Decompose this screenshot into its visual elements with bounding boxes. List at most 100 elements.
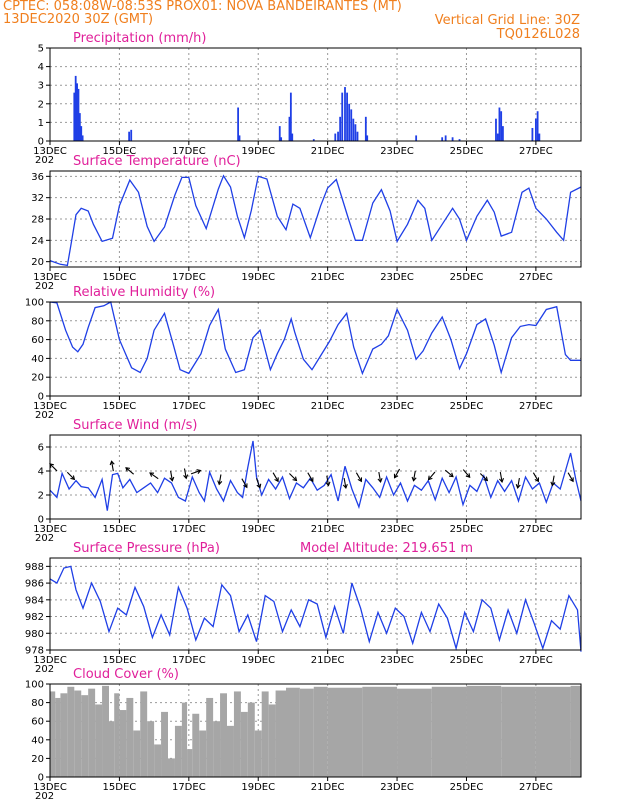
wind-arrow-head <box>70 475 76 481</box>
x-tick-label: 21DEC <box>311 272 345 283</box>
cloud-title: Cloud Cover (%) <box>73 667 179 682</box>
wind-arrow-head <box>292 476 298 482</box>
temp-title: Surface Temperature (nC) <box>73 154 241 169</box>
x-tick-label: 15DEC <box>103 524 137 535</box>
cloud-bar <box>431 686 467 777</box>
precip-bar <box>128 131 131 141</box>
x-tick-label: 19DEC <box>241 524 275 535</box>
x-tick-label: 13DEC <box>33 401 67 412</box>
panel-pres: 978 980 982 984 986 988 13DEC 15DEC 17DEC 19DEC 21… <box>25 541 582 675</box>
cloud-bar <box>213 721 221 777</box>
wind-arrow-head <box>534 477 540 483</box>
year-label: 202 <box>35 410 54 421</box>
wind-arrow-head <box>515 484 521 489</box>
wind-arrow-head <box>169 476 175 482</box>
x-tick-label: 23DEC <box>380 655 414 666</box>
wind-arrow-shaft <box>125 467 135 475</box>
wind-arrow-head <box>149 472 155 477</box>
x-tick-label: 17DEC <box>172 655 206 666</box>
wind-arrow-shaft <box>66 471 75 480</box>
cloud-bar <box>299 688 314 777</box>
cloud-bar <box>181 702 188 777</box>
precip-bar <box>441 137 444 141</box>
cloud-bar <box>133 730 141 777</box>
panel-wind: 0 2 4 6 13DEC 15DEC 17DEC 19DEC 21DEC 23DEC 25DEC 2… <box>33 418 582 544</box>
wind-arrow-shaft <box>343 477 347 489</box>
y-tick-label: 980 <box>25 629 44 640</box>
wind-arrow-shaft <box>551 475 555 486</box>
x-tick-label: 13DEC <box>33 655 67 666</box>
precip-bar <box>458 139 461 141</box>
rh-series-line <box>49 301 581 376</box>
wind-arrow <box>149 472 159 480</box>
wind-arrow <box>109 460 115 472</box>
wind-arrow-shaft <box>413 470 416 481</box>
precip-bar <box>78 113 81 141</box>
cloud-bar <box>126 697 134 777</box>
wind-arrow <box>567 472 574 483</box>
x-tick-label: 27DEC <box>519 146 553 157</box>
wind-arrow-shaft <box>49 463 58 472</box>
precip-bar <box>352 118 355 141</box>
year-label: 202 <box>35 155 54 166</box>
wind-arrow <box>377 471 383 483</box>
x-tick-label: 25DEC <box>450 524 484 535</box>
header-grid-line: Vertical Grid Line: 30Z <box>434 13 580 28</box>
x-tick-label: 17DEC <box>172 272 206 283</box>
x-tick-label: 17DEC <box>172 401 206 412</box>
precip-bar <box>495 118 497 141</box>
x-tick-label: 21DEC <box>311 524 345 535</box>
precip-bar <box>337 131 339 141</box>
wind-arrow-head <box>569 477 574 483</box>
x-tick-label: 25DEC <box>450 655 484 666</box>
y-tick-label: 0 <box>38 515 44 526</box>
wind-arrow-shaft <box>241 478 248 488</box>
rh-title: Relative Humidity (%) <box>73 285 215 300</box>
wind-arrow <box>498 471 505 483</box>
panel-frame <box>49 301 582 397</box>
cloud-bar <box>327 687 363 777</box>
cloud-bar <box>102 685 109 777</box>
wind-arrow-head <box>342 484 348 489</box>
pres-annotation: Model Altitude: 219.651 m <box>300 541 473 556</box>
x-tick-label: 19DEC <box>241 655 275 666</box>
x-tick-label: 13DEC <box>33 146 67 157</box>
wind-arrow-shaft <box>462 469 471 478</box>
year-label: 202 <box>35 791 54 800</box>
cloud-bar <box>570 685 581 777</box>
wind-arrow-head <box>325 481 331 487</box>
cloud-bar <box>168 758 175 777</box>
wind-arrow-shaft <box>444 469 454 478</box>
precip-bar <box>73 92 76 141</box>
cloud-bar <box>199 730 207 777</box>
wind-arrow-shaft <box>183 468 187 479</box>
y-tick-label: 2 <box>38 491 44 502</box>
y-tick-label: 36 <box>31 172 44 183</box>
wind-arrow-shaft <box>479 473 488 481</box>
year-label: 202 <box>35 533 54 544</box>
wind-title: Surface Wind (m/s) <box>73 418 197 433</box>
wind-arrow-head <box>109 460 115 466</box>
y-tick-label: 20 <box>31 754 44 765</box>
panel-precip: 0 1 2 3 4 5 13DEC 15DEC 17DEC 19DEC 21DEC 23DEC 25DE… <box>33 31 582 166</box>
x-tick-label: 27DEC <box>519 272 553 283</box>
wind-arrow-shaft <box>517 477 520 489</box>
x-tick-label: 23DEC <box>380 524 414 535</box>
x-tick-label: 15DEC <box>103 782 137 793</box>
wind-series-line <box>49 440 582 511</box>
cloud-bar <box>247 702 255 777</box>
wind-arrow-shaft <box>532 472 539 482</box>
wind-arrow <box>289 473 298 482</box>
wind-arrow <box>411 470 417 482</box>
x-tick-label: 25DEC <box>450 401 484 412</box>
y-tick-label: 0 <box>38 392 44 403</box>
cloud-bar <box>261 691 269 777</box>
wind-arrow <box>183 468 189 480</box>
wind-arrow <box>217 474 223 486</box>
precip-title: Precipitation (mm/h) <box>73 31 206 46</box>
precip-bar <box>312 139 315 141</box>
cloud-bar <box>55 697 61 777</box>
panel-temp: 20 24 28 32 36 13DEC 15DEC 17DEC 19DEC 21DEC 23DEC… <box>31 154 582 292</box>
wind-arrow <box>49 463 58 472</box>
